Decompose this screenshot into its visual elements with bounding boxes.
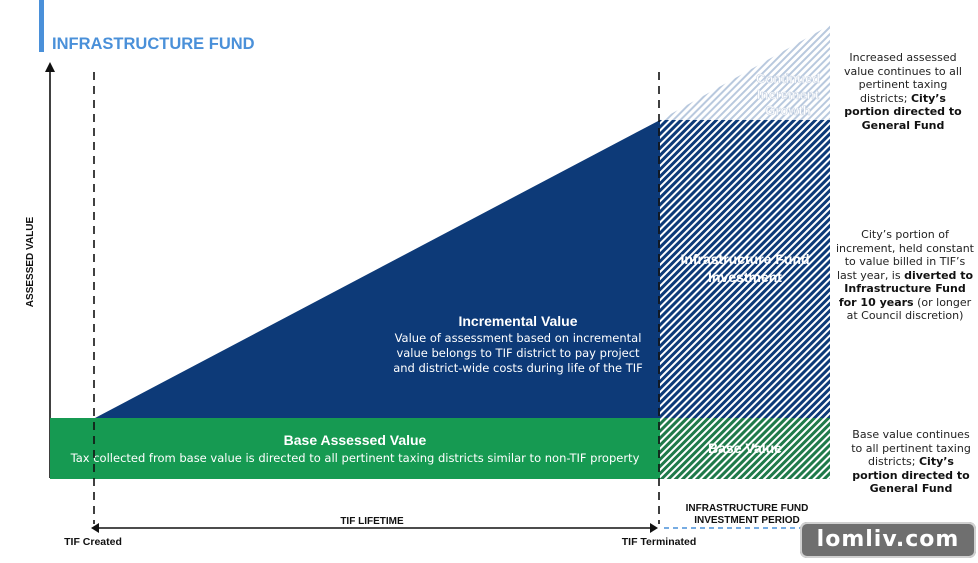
growth-label-line: Increment <box>757 87 820 102</box>
continued-growth-region <box>660 25 830 120</box>
note-base-emphasis: City’s portion directed to General Fund <box>852 455 970 495</box>
note-investment-emphasis: diverted to Infrastructure Fund for 10 y… <box>838 268 974 309</box>
incremental-value-region <box>95 120 660 418</box>
page-title: INFRASTRUCTURE FUND <box>52 35 255 53</box>
note-investment: City’s portion of increment, held consta… <box>836 228 974 323</box>
investment-region <box>660 120 830 418</box>
base-desc: Tax collected from base value is directe… <box>70 451 640 465</box>
note-base-text: Base value continues to all pertinent ta… <box>851 428 971 468</box>
incremental-desc-line: Value of assessment based on incremental <box>395 331 642 345</box>
growth-label-line: Growth <box>765 103 811 118</box>
investment-label-line: Infrastructure Fund <box>680 251 809 267</box>
note-growth: Increased assessed value continues to al… <box>836 51 970 132</box>
incremental-title: Incremental Value <box>458 313 577 329</box>
base-assessed-value-region <box>50 418 660 479</box>
note-investment-text: City’s portion of increment, held consta… <box>836 228 974 282</box>
lifetime-arrow-left-icon <box>91 523 99 533</box>
note-investment-tail: (or longer at Council discretion) <box>846 295 972 323</box>
investment-label-line: Investment <box>708 269 782 285</box>
note-growth-emphasis: City’s portion directed to General Fund <box>844 91 962 132</box>
base-value-region <box>660 418 830 479</box>
base-title: Base Assessed Value <box>284 432 427 448</box>
note-base: Base value continues to all pertinent ta… <box>848 428 974 496</box>
incremental-desc-line: value belongs to TIF district to pay pro… <box>396 346 640 360</box>
note-growth-text: Increased assessed value continues to al… <box>844 51 962 105</box>
y-axis-arrow-icon <box>45 62 55 72</box>
watermark-badge: lomliv.com <box>800 522 976 558</box>
tif-terminated-label: TIF Terminated <box>622 536 696 548</box>
base-value-label: Base Value <box>708 440 782 456</box>
incremental-desc-line: and district-wide costs during life of t… <box>393 361 643 375</box>
header-accent-bar <box>39 0 44 52</box>
growth-label-line: Continued <box>756 71 820 86</box>
investment-period-label-line: INFRASTRUCTURE FUND <box>686 503 809 514</box>
lifetime-arrow-right-icon <box>650 523 658 533</box>
y-axis-label: ASSESSED VALUE <box>25 216 36 307</box>
investment-period-label-line: INVESTMENT PERIOD <box>694 515 800 526</box>
lifetime-label: TIF LIFETIME <box>340 516 404 527</box>
tif-created-label: TIF Created <box>64 536 122 548</box>
